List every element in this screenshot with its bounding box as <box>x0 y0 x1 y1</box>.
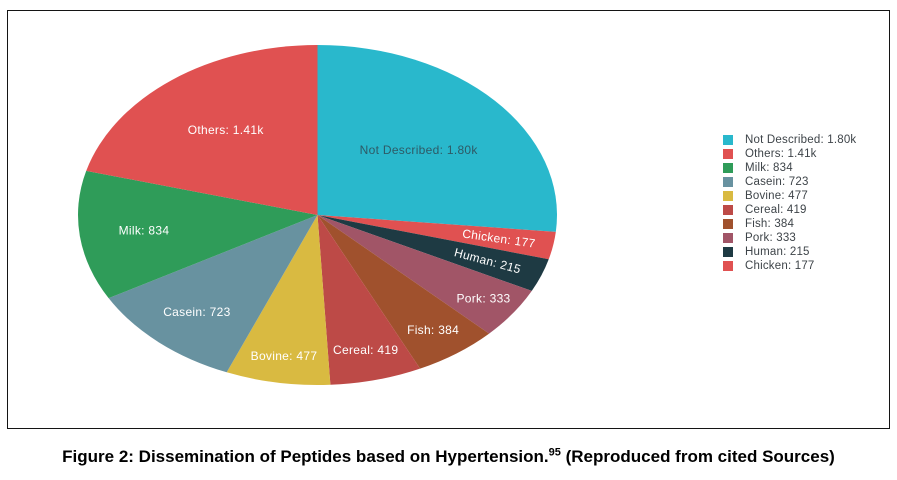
pie-slice-label-pork: Pork: 333 <box>456 292 510 306</box>
legend-swatch-not-described <box>723 135 733 145</box>
legend-swatch-chicken <box>723 261 733 271</box>
legend-swatch-milk <box>723 163 733 173</box>
legend-swatch-cereal <box>723 205 733 215</box>
caption-suffix: (Reproduced from cited Sources) <box>560 447 835 466</box>
legend-item-others[interactable]: Others: 1.41k <box>723 147 856 161</box>
pie-slice-label-milk: Milk: 834 <box>119 223 170 237</box>
legend-label-pork: Pork: 333 <box>745 232 797 244</box>
pie-slice-label-bovine: Bovine: 477 <box>251 349 318 363</box>
caption-text: Figure 2: Dissemination of Peptides base… <box>62 447 549 466</box>
legend-label-cereal: Cereal: 419 <box>745 204 807 216</box>
legend-label-chicken: Chicken: 177 <box>745 260 815 272</box>
legend-item-milk[interactable]: Milk: 834 <box>723 161 856 175</box>
pie-slice-fish[interactable] <box>317 215 490 369</box>
pie-slice-others[interactable] <box>86 45 318 215</box>
legend-label-human: Human: 215 <box>745 246 810 258</box>
legend: Not Described: 1.80k Others: 1.41k Milk: 8… <box>723 133 856 273</box>
legend-swatch-others <box>723 149 733 159</box>
legend-label-milk: Milk: 834 <box>745 162 793 174</box>
legend-item-fish[interactable]: Fish: 384 <box>723 217 856 231</box>
pie-slice-cereal[interactable] <box>317 215 421 385</box>
pie-slice-label-not-described: Not Described: 1.80k <box>360 143 479 157</box>
pie-slice-human[interactable] <box>317 215 549 291</box>
pie-slice-label-others: Others: 1.41k <box>188 123 265 137</box>
pie-slice-pork[interactable] <box>317 215 532 334</box>
legend-swatch-human <box>723 247 733 257</box>
legend-item-casein[interactable]: Casein: 723 <box>723 175 856 189</box>
pie-slice-not-described[interactable] <box>317 45 557 232</box>
legend-swatch-casein <box>723 177 733 187</box>
legend-swatch-pork <box>723 233 733 243</box>
pie-slice-chicken[interactable] <box>317 215 556 260</box>
legend-item-chicken[interactable]: Chicken: 177 <box>723 259 856 273</box>
pie-slice-bovine[interactable] <box>226 215 331 385</box>
pie-slice-milk[interactable] <box>77 170 318 299</box>
legend-item-not-described[interactable]: Not Described: 1.80k <box>723 133 856 147</box>
legend-item-human[interactable]: Human: 215 <box>723 245 856 259</box>
pie-slice-label-casein: Casein: 723 <box>163 305 230 319</box>
legend-label-fish: Fish: 384 <box>745 218 795 230</box>
legend-swatch-bovine <box>723 191 733 201</box>
figure-caption: Figure 2: Dissemination of Peptides base… <box>0 447 897 467</box>
legend-label-not-described: Not Described: 1.80k <box>745 134 857 146</box>
legend-item-cereal[interactable]: Cereal: 419 <box>723 203 856 217</box>
legend-label-others: Others: 1.41k <box>745 148 817 160</box>
legend-item-bovine[interactable]: Bovine: 477 <box>723 189 856 203</box>
legend-swatch-fish <box>723 219 733 229</box>
pie-slice-label-cereal: Cereal: 419 <box>333 343 398 357</box>
caption-superscript: 95 <box>548 446 561 459</box>
legend-label-casein: Casein: 723 <box>745 176 809 188</box>
pie-slice-label-fish: Fish: 384 <box>407 323 459 337</box>
pie-slice-casein[interactable] <box>108 215 318 373</box>
legend-label-bovine: Bovine: 477 <box>745 190 808 202</box>
legend-item-pork[interactable]: Pork: 333 <box>723 231 856 245</box>
